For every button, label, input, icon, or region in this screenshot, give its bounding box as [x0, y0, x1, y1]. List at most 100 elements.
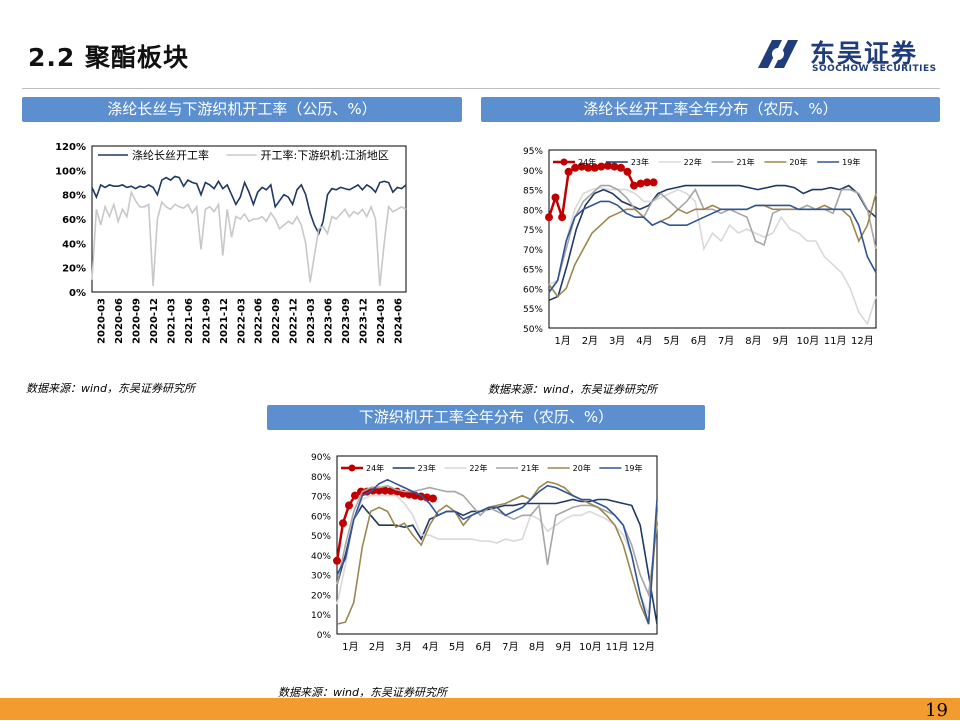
- chart3-xtick-label: 10月: [579, 641, 602, 653]
- chart3-legend-marker: [348, 464, 356, 472]
- chart2-xtick-label: 8月: [745, 335, 761, 347]
- chart3-legend-label: 24年: [366, 463, 384, 473]
- chart3-ytick-label: 60%: [311, 512, 331, 522]
- chart1-ytick-label: 60%: [62, 215, 86, 226]
- chart3-ytick-label: 90%: [311, 453, 331, 463]
- company-logo: 东吴证券 SOOCHOW SECURITIES: [752, 34, 942, 76]
- chart1-xtick-label: 2021-03: [167, 298, 178, 344]
- chart2-plot-frame: [548, 149, 877, 329]
- chart2-series-point: [616, 163, 625, 172]
- chart3-ytick-label: 0%: [317, 631, 332, 641]
- chart2-series-point: [571, 163, 580, 172]
- chart3-xtick-label: 1月: [342, 641, 358, 653]
- chart1-xtick-label: 2020-03: [97, 298, 108, 344]
- chart2-ytick-label: 90%: [523, 167, 543, 177]
- chart3-legend-label: 23年: [418, 463, 436, 473]
- chart3-series-point: [333, 556, 341, 565]
- chart2-xtick-label: 9月: [772, 335, 788, 347]
- chart3-series-line: [336, 484, 658, 598]
- chart3-series-point: [357, 487, 365, 496]
- chart2-xtick-label: 7月: [718, 335, 734, 347]
- chart1-xtick-label: 2022-12: [289, 298, 300, 344]
- chart2-series-point: [577, 162, 586, 171]
- chart3-ytick-label: 50%: [311, 532, 331, 542]
- chart1-xtick-label: 2020-09: [132, 298, 143, 344]
- chart1-ytick-label: 100%: [55, 166, 86, 177]
- chart3-legend-label: 20年: [573, 463, 591, 473]
- chart3-xtick-label: 6月: [475, 641, 491, 653]
- chart1-ytick-label: 80%: [62, 191, 86, 202]
- chart2-series-line: [548, 193, 877, 298]
- chart2-legend-label: 24年: [578, 157, 596, 167]
- chart2-xtick-label: 4月: [636, 335, 652, 347]
- chart1-banner: 涤纶长丝与下游织机开工率（公历、%）: [22, 97, 462, 122]
- chart2-ytick-label: 95%: [523, 147, 543, 157]
- chart1-xtick-label: 2020-06: [114, 298, 125, 344]
- chart3-ytick-label: 80%: [311, 473, 331, 483]
- chart1-ytick-label: 120%: [55, 142, 86, 153]
- chart2-ytick-label: 55%: [523, 305, 543, 315]
- chart3-legend-label: 21年: [521, 463, 539, 473]
- chart2-ytick-label: 50%: [523, 325, 543, 335]
- chart1-xtick-label: 2022-03: [236, 298, 247, 344]
- chart3-legend-label: 22年: [469, 463, 487, 473]
- chart1-xtick-label: 2023-06: [324, 298, 335, 344]
- chart2-xtick-label: 3月: [609, 335, 625, 347]
- chart1-xtick-label: 2024-03: [376, 298, 387, 344]
- chart3-series-line: [336, 478, 658, 625]
- chart2-series-point: [558, 213, 567, 222]
- chart3-ytick-label: 10%: [311, 611, 331, 621]
- chart3-plot-frame: [336, 455, 658, 635]
- chart3-legend-label: 19年: [624, 463, 642, 473]
- chart2-ytick-label: 65%: [523, 266, 543, 276]
- chart1-xtick-label: 2023-12: [358, 298, 369, 344]
- chart1-xtick-label: 2021-06: [184, 298, 195, 344]
- chart2-series-line: [548, 184, 877, 302]
- chart2-series-point: [643, 178, 652, 187]
- chart1-legend-label: 开工率:下游织机:江浙地区: [261, 148, 389, 162]
- chart1-svg: 0% 20% 40% 60% 80% 100% 120% 2020-03 2020-06 2020…: [55, 142, 407, 344]
- chart3-series-point: [351, 491, 359, 500]
- chart3-series-line: [336, 480, 658, 625]
- chart1-ytick-label: 40%: [62, 239, 86, 250]
- chart2-svg: 50% 55% 60% 65% 70% 75% 80% 85% 90% 95% 1月 2月 3月 4月 5月…: [523, 147, 877, 347]
- chart2-legend-label: 22年: [684, 157, 702, 167]
- logo-name-en: SOOCHOW SECURITIES: [812, 64, 937, 74]
- chart2-legend-label: 20年: [789, 157, 807, 167]
- chart2-series-point: [630, 181, 638, 190]
- chart1-xtick-label: 2024-06: [393, 298, 404, 344]
- chart3-xtick-label: 7月: [502, 641, 518, 653]
- chart3-series-point: [429, 494, 437, 503]
- chart1-ytick-label: 0%: [69, 288, 86, 299]
- chart3-ytick-label: 70%: [311, 493, 331, 503]
- chart2-ytick-label: 85%: [523, 187, 543, 197]
- header-divider: [22, 88, 940, 89]
- chart2-xtick-label: 1月: [554, 335, 570, 347]
- chart3-source: 数据来源：wind，东吴证券研究所: [278, 686, 448, 699]
- footer-bar: [0, 698, 960, 720]
- chart1-source: 数据来源：wind，东吴证券研究所: [26, 382, 196, 395]
- chart3-series-point: [345, 501, 353, 510]
- chart1-xtick-label: 2022-09: [271, 298, 282, 344]
- chart3-series-point: [405, 490, 413, 499]
- chart2-series-point: [551, 193, 560, 202]
- chart1-xtick-label: 2023-03: [306, 298, 317, 344]
- chart2-series-point: [590, 163, 599, 172]
- chart2-legend-marker: [560, 158, 568, 166]
- chart2-series-point: [649, 178, 658, 187]
- chart2-xtick-label: 5月: [663, 335, 679, 347]
- chart1-xtick-label: 2021-12: [219, 298, 230, 344]
- chart1-xtick-label: 2020-12: [149, 298, 160, 344]
- chart2-series-point: [564, 167, 573, 176]
- chart2-banner: 涤纶长丝开工率全年分布（农历、%）: [481, 97, 940, 122]
- chart2-series-point: [545, 213, 553, 222]
- chart3-series-line: [336, 494, 658, 615]
- chart2-series-point: [623, 167, 632, 176]
- chart2-xtick-label: 2月: [582, 335, 598, 347]
- chart3-ytick-label: 30%: [311, 572, 331, 582]
- chart1-plot-frame: [91, 145, 407, 293]
- chart2-legend-label: 21年: [737, 157, 755, 167]
- page-number: 19: [925, 700, 948, 721]
- chart3-xtick-label: 3月: [395, 641, 411, 653]
- chart1-xtick-label: 2021-09: [201, 298, 212, 344]
